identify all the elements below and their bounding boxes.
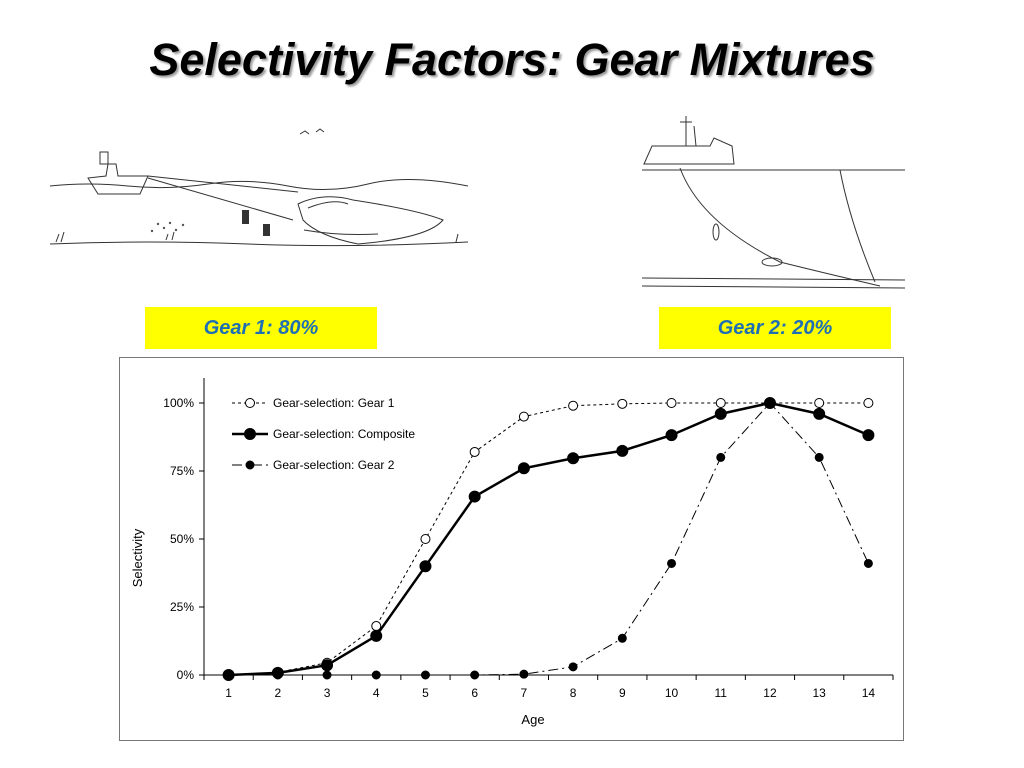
- data-point: [862, 429, 875, 442]
- selectivity-chart: 0% 25% 50% 75% 100% 1 2 3 4 5 6 7 8 9 10 11 12 13 14 Gear-…: [119, 357, 904, 741]
- legend-item: Gear-selection: Gear 2: [232, 458, 395, 472]
- series-2: [222, 397, 875, 681]
- x-tick-label: 10: [665, 686, 679, 700]
- data-point: [666, 398, 677, 408]
- legend-label: Gear-selection: Gear 1: [273, 396, 395, 410]
- x-axis-label: Age: [521, 712, 544, 727]
- data-point: [863, 558, 873, 568]
- data-point: [519, 669, 529, 679]
- data-point: [271, 666, 284, 679]
- data-point: [322, 670, 332, 680]
- x-tick-label: 4: [373, 686, 380, 700]
- y-tick-label: 75%: [170, 464, 194, 478]
- data-point: [371, 621, 382, 632]
- x-tick-label: 12: [763, 686, 777, 700]
- x-tick-label: 7: [521, 686, 528, 700]
- x-tick-label: 6: [471, 686, 478, 700]
- y-axis-label: Selectivity: [130, 528, 145, 587]
- x-tick-label: 13: [812, 686, 826, 700]
- data-point: [518, 411, 529, 422]
- legend-marker: [244, 428, 256, 440]
- data-point: [714, 407, 727, 420]
- data-point: [371, 670, 381, 680]
- series-line: [228, 402, 869, 676]
- series-3: [224, 398, 873, 680]
- trawl-net-sketch: [49, 128, 469, 247]
- data-point: [470, 670, 480, 680]
- data-point: [813, 407, 826, 420]
- data-point: [568, 400, 579, 411]
- data-point: [616, 444, 629, 457]
- y-tick-label: 50%: [170, 532, 194, 546]
- gear2-share-label: Gear 2: 20%: [659, 307, 891, 349]
- data-point: [617, 398, 628, 409]
- legend-label: Gear-selection: Composite: [273, 427, 415, 441]
- gear1-share-label: Gear 1: 80%: [145, 307, 377, 349]
- legend-label: Gear-selection: Gear 2: [273, 458, 395, 472]
- data-point: [715, 398, 726, 408]
- x-tick-label: 3: [324, 686, 331, 700]
- x-tick-label: 11: [715, 686, 728, 700]
- legend-marker: [245, 398, 255, 408]
- data-point: [222, 669, 235, 681]
- slide-title: Selectivity Factors: Gear Mixtures: [149, 34, 875, 85]
- data-point: [665, 429, 678, 442]
- legend-marker: [245, 460, 255, 470]
- series-line: [228, 401, 869, 677]
- data-point: [468, 490, 481, 503]
- series-line: [228, 402, 869, 676]
- data-point: [716, 452, 726, 462]
- data-point: [567, 452, 580, 465]
- selectivity-chart-svg: 0%25%50%75%100%1 2 3 4 5 6 7 8 9 10 11 12 13 14 Gear-…: [130, 378, 894, 727]
- x-tick-label: 5: [422, 686, 429, 700]
- data-point: [517, 462, 530, 475]
- data-point: [420, 534, 431, 544]
- data-point: [814, 398, 825, 408]
- data-point: [863, 398, 874, 408]
- longline-sketch: [641, 116, 906, 289]
- x-tick-label: 14: [862, 686, 876, 700]
- data-point: [763, 397, 776, 409]
- data-point: [419, 560, 432, 573]
- y-tick-label: 25%: [170, 600, 194, 614]
- data-point: [370, 629, 383, 642]
- x-tick-label: 2: [274, 686, 281, 700]
- data-point: [617, 633, 627, 643]
- legend-item: Gear-selection: Composite: [232, 427, 415, 441]
- data-point: [321, 659, 334, 672]
- x-tick-label: 8: [570, 686, 577, 700]
- y-tick-label: 100%: [163, 396, 194, 410]
- y-tick-label: 0%: [177, 668, 195, 682]
- x-tick-label: 1: [225, 686, 232, 700]
- data-point: [814, 452, 824, 462]
- data-point: [420, 670, 430, 680]
- legend-item: Gear-selection: Gear 1: [232, 396, 395, 410]
- data-point: [469, 446, 480, 457]
- data-point: [568, 662, 578, 672]
- x-tick-label: 9: [619, 686, 626, 700]
- data-point: [667, 558, 677, 568]
